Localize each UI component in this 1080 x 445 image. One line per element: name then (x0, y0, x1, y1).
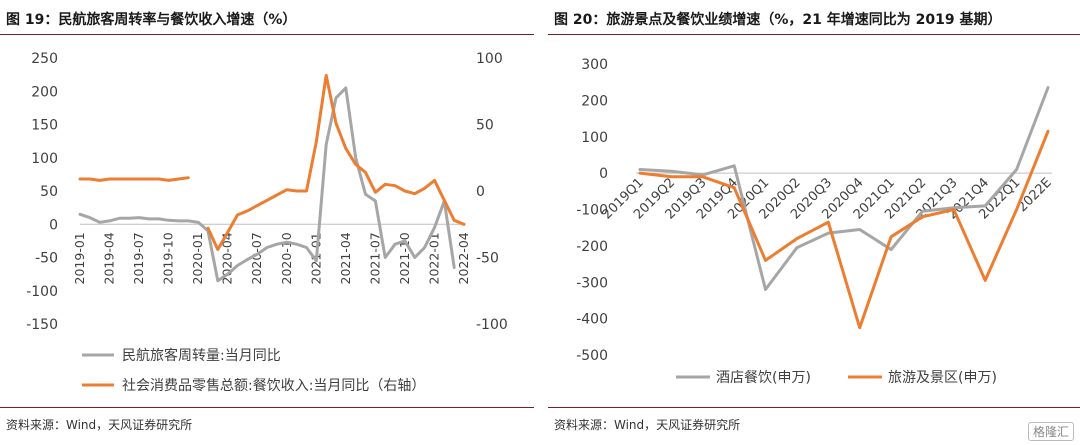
left-axis-tick-label: 0 (49, 217, 58, 233)
x-axis-tick-label: 2022-01 (427, 232, 442, 284)
series-line-orange (638, 129, 1050, 330)
left-chart-title: 图 19：民航旅客周转率与餐饮收入增速（%） (6, 12, 297, 28)
right-source-note: 资料来源：Wind，天风证券研究所 (554, 418, 741, 432)
left-axis-tick-label: 50 (40, 184, 58, 200)
x-axis-tick-label: 2022-04 (456, 232, 471, 284)
watermark-logo: 格隆汇 (1027, 422, 1074, 441)
right-chart-panel: 图 20：旅游景点及餐饮业绩增速（%，21 年增速同比为 2019 基期） 30… (548, 0, 1080, 445)
x-axis-tick-label: 2020-07 (249, 232, 264, 284)
left-axis-tick-label: -100 (26, 284, 58, 300)
y-axis-tick-label: -500 (576, 348, 608, 364)
y-axis-tick-label: 0 (599, 166, 608, 182)
right-axis-tick-label: -100 (476, 317, 508, 333)
x-axis-tick-label: 2021-04 (338, 232, 353, 284)
left-chart-panel: 图 19：民航旅客周转率与餐饮收入增速（%） 250 200 150 100 50 0 -5… (0, 0, 534, 445)
x-axis-tick-label: 2021-07 (367, 232, 382, 284)
legend-label: 社会消费品零售总额:餐饮收入:当月同比（右轴） (122, 378, 425, 394)
left-source-rule (0, 407, 534, 408)
x-axis-tick-label: 2019-04 (102, 232, 117, 284)
y-axis-tick-label: -100 (576, 203, 608, 219)
x-axis-tick-label: 2019-01 (72, 232, 87, 284)
right-axis-tick-label: 0 (476, 184, 485, 200)
legend-label: 酒店餐饮(申万) (716, 370, 811, 386)
left-axis-tick-label: 250 (31, 51, 58, 67)
left-axis-tick-label: 100 (31, 151, 58, 167)
right-chart-title: 图 20：旅游景点及餐饮业绩增速（%，21 年增速同比为 2019 基期） (554, 12, 1002, 28)
x-axis-tick-label: 2019-10 (161, 232, 176, 284)
series-line-orange (78, 73, 466, 251)
legend-label: 旅游及景区(申万) (888, 370, 997, 386)
legend-label: 民航旅客周转量:当月同比 (122, 347, 281, 364)
x-axis-tick-label: 2019-07 (131, 232, 146, 284)
left-axis-tick-label: -50 (35, 251, 58, 267)
left-axis-tick-label: 200 (31, 84, 58, 100)
left-source-note: 资料来源：Wind，天风证券研究所 (6, 418, 193, 432)
series-line-gray (78, 86, 456, 283)
left-axis-tick-label: -150 (26, 317, 58, 333)
x-axis-tick-label: 2020-10 (279, 232, 294, 284)
y-axis-tick-label: -400 (576, 312, 608, 328)
right-axis-tick-label: -50 (476, 251, 499, 267)
y-axis-tick-label: 200 (581, 93, 608, 109)
right-source-rule (548, 407, 1080, 408)
left-chart-svg: 250 200 150 100 50 0 -50 -100 -150 100 50 0 -50 -100 2… (26, 51, 508, 394)
series-line-gray (638, 86, 1050, 291)
left-axis-tick-label: 150 (31, 118, 58, 134)
y-axis-tick-label: 300 (581, 57, 608, 73)
left-title-rule (0, 34, 534, 35)
x-axis-tick-label: 2020-01 (190, 232, 205, 284)
y-axis-tick-label: -200 (576, 239, 608, 255)
right-chart-svg: 3002001000-100-200-300-400-5002019Q12019… (576, 57, 1055, 386)
right-axis-tick-label: 50 (476, 118, 494, 134)
right-axis-tick-label: 100 (476, 51, 503, 67)
y-axis-tick-label: -300 (576, 275, 608, 291)
right-title-rule (548, 34, 1080, 35)
y-axis-tick-label: 100 (581, 130, 608, 146)
